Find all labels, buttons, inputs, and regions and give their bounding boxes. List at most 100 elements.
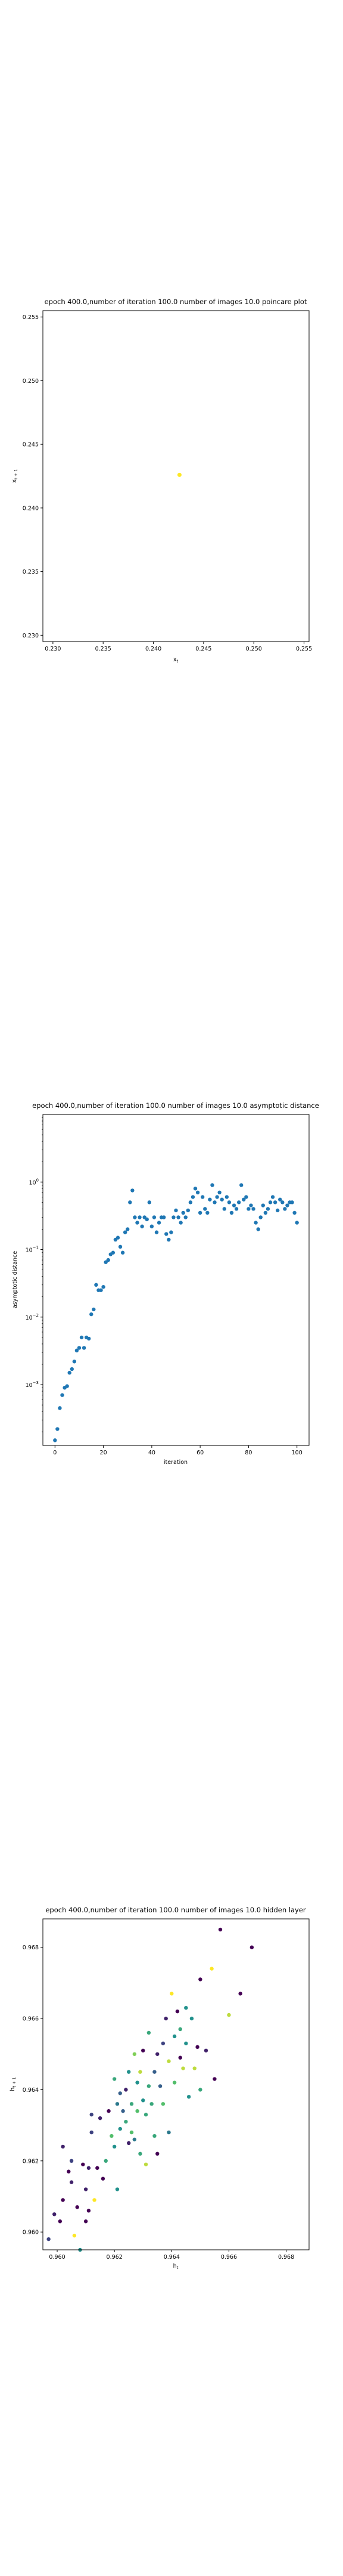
- data-point: [177, 472, 182, 477]
- data-point: [94, 1283, 98, 1287]
- x-tick-label: 0.966: [221, 2254, 237, 2261]
- data-point: [244, 1195, 248, 1199]
- data-point: [170, 1992, 174, 1996]
- data-point: [268, 1200, 273, 1205]
- data-point: [208, 1197, 212, 1202]
- data-point: [198, 2088, 202, 2092]
- data-point: [181, 2066, 185, 2070]
- data-point: [112, 2077, 117, 2081]
- x-tick-label: 60: [197, 1450, 204, 1456]
- data-point: [238, 1992, 242, 1996]
- y-tick-label: 0.235: [23, 569, 39, 575]
- data-point: [74, 1348, 79, 1353]
- y-tick-label: 100: [29, 1178, 39, 1186]
- chart-title: epoch 400.0,number of iteration 100.0 nu…: [45, 298, 307, 306]
- data-point: [236, 1200, 241, 1205]
- data-point: [126, 1227, 130, 1231]
- y-tick-label: 0.966: [23, 2016, 39, 2023]
- data-point: [83, 2219, 88, 2224]
- hidden-layer-plot: epoch 400.0,number of iteration 100.0 nu…: [10, 1906, 310, 2270]
- data-point: [130, 1188, 135, 1193]
- data-point: [124, 2119, 128, 2124]
- data-point: [167, 2059, 171, 2063]
- data-point: [118, 2091, 122, 2095]
- data-point: [67, 2169, 71, 2174]
- data-point: [227, 2012, 231, 2017]
- data-points: [177, 472, 182, 477]
- data-point: [210, 1183, 214, 1187]
- data-point: [95, 2166, 99, 2170]
- data-point: [120, 1250, 125, 1255]
- data-point: [229, 1210, 234, 1215]
- data-point: [129, 2102, 134, 2106]
- data-point: [61, 2144, 65, 2149]
- data-point: [184, 2005, 188, 2010]
- x-tick-label: 0.964: [164, 2254, 180, 2261]
- y-tick-label: 0.964: [23, 2087, 39, 2094]
- data-point: [116, 1236, 120, 1240]
- data-point: [147, 1200, 151, 1205]
- data-point: [183, 1215, 188, 1219]
- x-tick-label: 0.250: [246, 646, 262, 652]
- data-point: [46, 2237, 51, 2241]
- data-point: [204, 2048, 208, 2053]
- data-point: [138, 2070, 142, 2074]
- data-point: [144, 2113, 148, 2117]
- data-point: [89, 2113, 93, 2117]
- data-point: [72, 1360, 77, 1364]
- data-point: [175, 2009, 180, 2014]
- data-point: [188, 1200, 193, 1205]
- data-point: [258, 1215, 263, 1219]
- data-point: [126, 2070, 131, 2074]
- data-point: [121, 2109, 125, 2113]
- data-point: [70, 1367, 74, 1371]
- data-point: [239, 1183, 244, 1187]
- data-points: [53, 1183, 299, 1442]
- data-point: [132, 2052, 137, 2056]
- data-point: [184, 2041, 188, 2046]
- data-point: [81, 2162, 85, 2166]
- data-point: [141, 2048, 145, 2053]
- data-point: [250, 1945, 254, 1949]
- data-point: [195, 2045, 199, 2049]
- data-point: [67, 1370, 71, 1375]
- data-point: [280, 1200, 285, 1205]
- data-point: [167, 2130, 171, 2135]
- plot-frame: [42, 1114, 310, 1446]
- chart-title: epoch 400.0,number of iteration 100.0 nu…: [32, 1101, 319, 1110]
- data-point: [92, 1307, 96, 1312]
- data-point: [158, 2084, 163, 2088]
- x-tick-label: 40: [148, 1450, 155, 1456]
- y-tick-label: 0.962: [23, 2158, 39, 2165]
- axis-ticks: 0 20 40 60 80 100 10−3 10−2 10−1 100: [26, 1117, 303, 1456]
- data-point: [222, 1207, 226, 1211]
- data-point: [133, 1215, 137, 1219]
- data-point: [145, 1217, 149, 1222]
- data-point: [72, 2233, 77, 2238]
- data-point: [161, 2102, 166, 2106]
- x-tick-label: 0.230: [45, 646, 61, 652]
- data-point: [98, 2116, 102, 2120]
- data-point: [217, 1190, 222, 1195]
- data-point: [198, 1210, 202, 1215]
- data-point: [242, 1197, 246, 1202]
- data-point: [104, 1260, 108, 1264]
- data-point: [213, 1200, 217, 1205]
- data-point: [174, 1208, 178, 1213]
- data-point: [256, 1227, 260, 1231]
- data-point: [292, 1210, 297, 1215]
- x-tick-label: 0.960: [49, 2254, 65, 2261]
- data-points: [46, 1927, 254, 2252]
- data-point: [132, 2137, 137, 2142]
- data-point: [227, 1200, 232, 1205]
- data-point: [135, 1221, 139, 1225]
- data-point: [169, 1230, 173, 1234]
- data-point: [152, 1215, 157, 1219]
- y-tick-label: 0.230: [23, 633, 39, 639]
- data-point: [82, 1346, 86, 1350]
- data-point: [155, 2151, 160, 2156]
- data-point: [249, 1203, 253, 1208]
- data-point: [61, 2198, 65, 2202]
- x-tick-label: 0: [53, 1450, 57, 1456]
